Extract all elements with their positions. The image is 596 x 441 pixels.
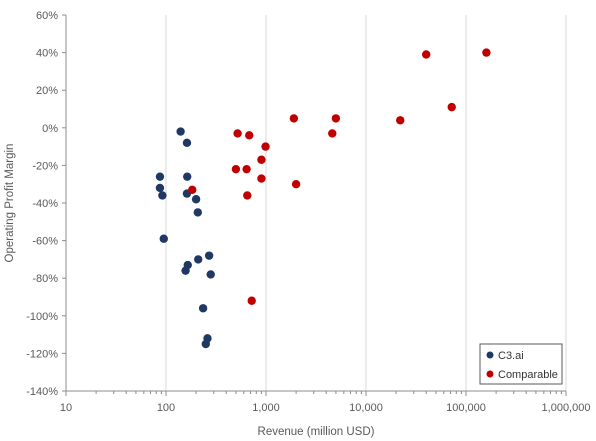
data-point-c3-ai (159, 234, 168, 243)
data-point-comparable (233, 129, 242, 138)
data-point-c3-ai (181, 266, 190, 275)
x-tick-label: 10,000 (349, 402, 383, 414)
data-point-c3-ai (182, 138, 192, 148)
data-point-comparable (396, 116, 405, 125)
legend-marker-comparable (486, 370, 494, 378)
y-tick-label: -80% (32, 273, 58, 285)
data-point-comparable (257, 174, 266, 183)
data-point-c3-ai (201, 339, 210, 349)
data-point-comparable (447, 102, 456, 112)
grid-layer (165, 15, 567, 391)
data-point-comparable (247, 296, 256, 305)
data-point-c3-ai (183, 172, 192, 181)
x-tick-label: 1,000,000 (542, 402, 591, 414)
axis-layer (62, 14, 567, 396)
data-point-c3-ai (204, 251, 214, 260)
data-point-comparable (242, 164, 251, 174)
data-point-comparable (243, 191, 252, 200)
y-tick-label: 60% (36, 10, 58, 22)
data-point-c3-ai (176, 127, 185, 136)
data-point-c3-ai (191, 195, 201, 204)
data-point-c3-ai (158, 191, 167, 200)
y-tick-label: -20% (32, 160, 58, 172)
y-tick-label: 40% (36, 48, 58, 60)
data-point-c3-ai (206, 270, 215, 279)
legend-label-c3ai: C3.ai (498, 350, 524, 362)
x-tick-label: 1,000 (252, 402, 280, 414)
y-tick-label: -60% (32, 236, 58, 248)
legend: C3.ai Comparable (479, 343, 563, 385)
y-tick-label: -120% (26, 348, 58, 360)
data-point-comparable (291, 180, 301, 189)
data-point-c3-ai (193, 208, 203, 217)
y-tick-label: -40% (32, 198, 58, 210)
tick-labels: 60% 40% 20% 0% -20% -40% -60% -80% -100% -120% -14… (26, 10, 590, 414)
y-tick-label: 20% (36, 85, 58, 97)
data-point-comparable (289, 114, 299, 123)
y-tick-label: -100% (26, 311, 58, 323)
data-point-comparable (422, 50, 431, 59)
y-tick-label: -140% (26, 386, 58, 398)
y-tick-label: 0% (42, 123, 58, 135)
legend-marker-c3ai (486, 351, 494, 359)
data-point-comparable (188, 185, 197, 195)
legend-label-comparable: Comparable (498, 369, 558, 381)
data-point-comparable (245, 131, 254, 140)
data-point-c3-ai (194, 255, 203, 264)
legend-box (479, 343, 563, 385)
data-point-c3-ai (198, 304, 208, 313)
data-points (155, 48, 491, 349)
data-point-comparable (231, 164, 241, 174)
x-axis-title: Revenue (million USD) (258, 426, 375, 438)
x-tick-label: 100,000 (446, 402, 486, 414)
x-tick-label: 100 (157, 402, 175, 414)
y-axis-title: Operating Profit Margin (4, 144, 16, 263)
data-point-comparable (331, 114, 341, 123)
data-point-c3-ai (155, 183, 165, 193)
x-tick-label: 10 (60, 402, 72, 414)
data-point-comparable (257, 155, 266, 164)
data-point-comparable (261, 142, 270, 151)
data-point-c3-ai (155, 172, 165, 181)
data-point-comparable (328, 129, 337, 138)
data-point-comparable (482, 48, 491, 57)
